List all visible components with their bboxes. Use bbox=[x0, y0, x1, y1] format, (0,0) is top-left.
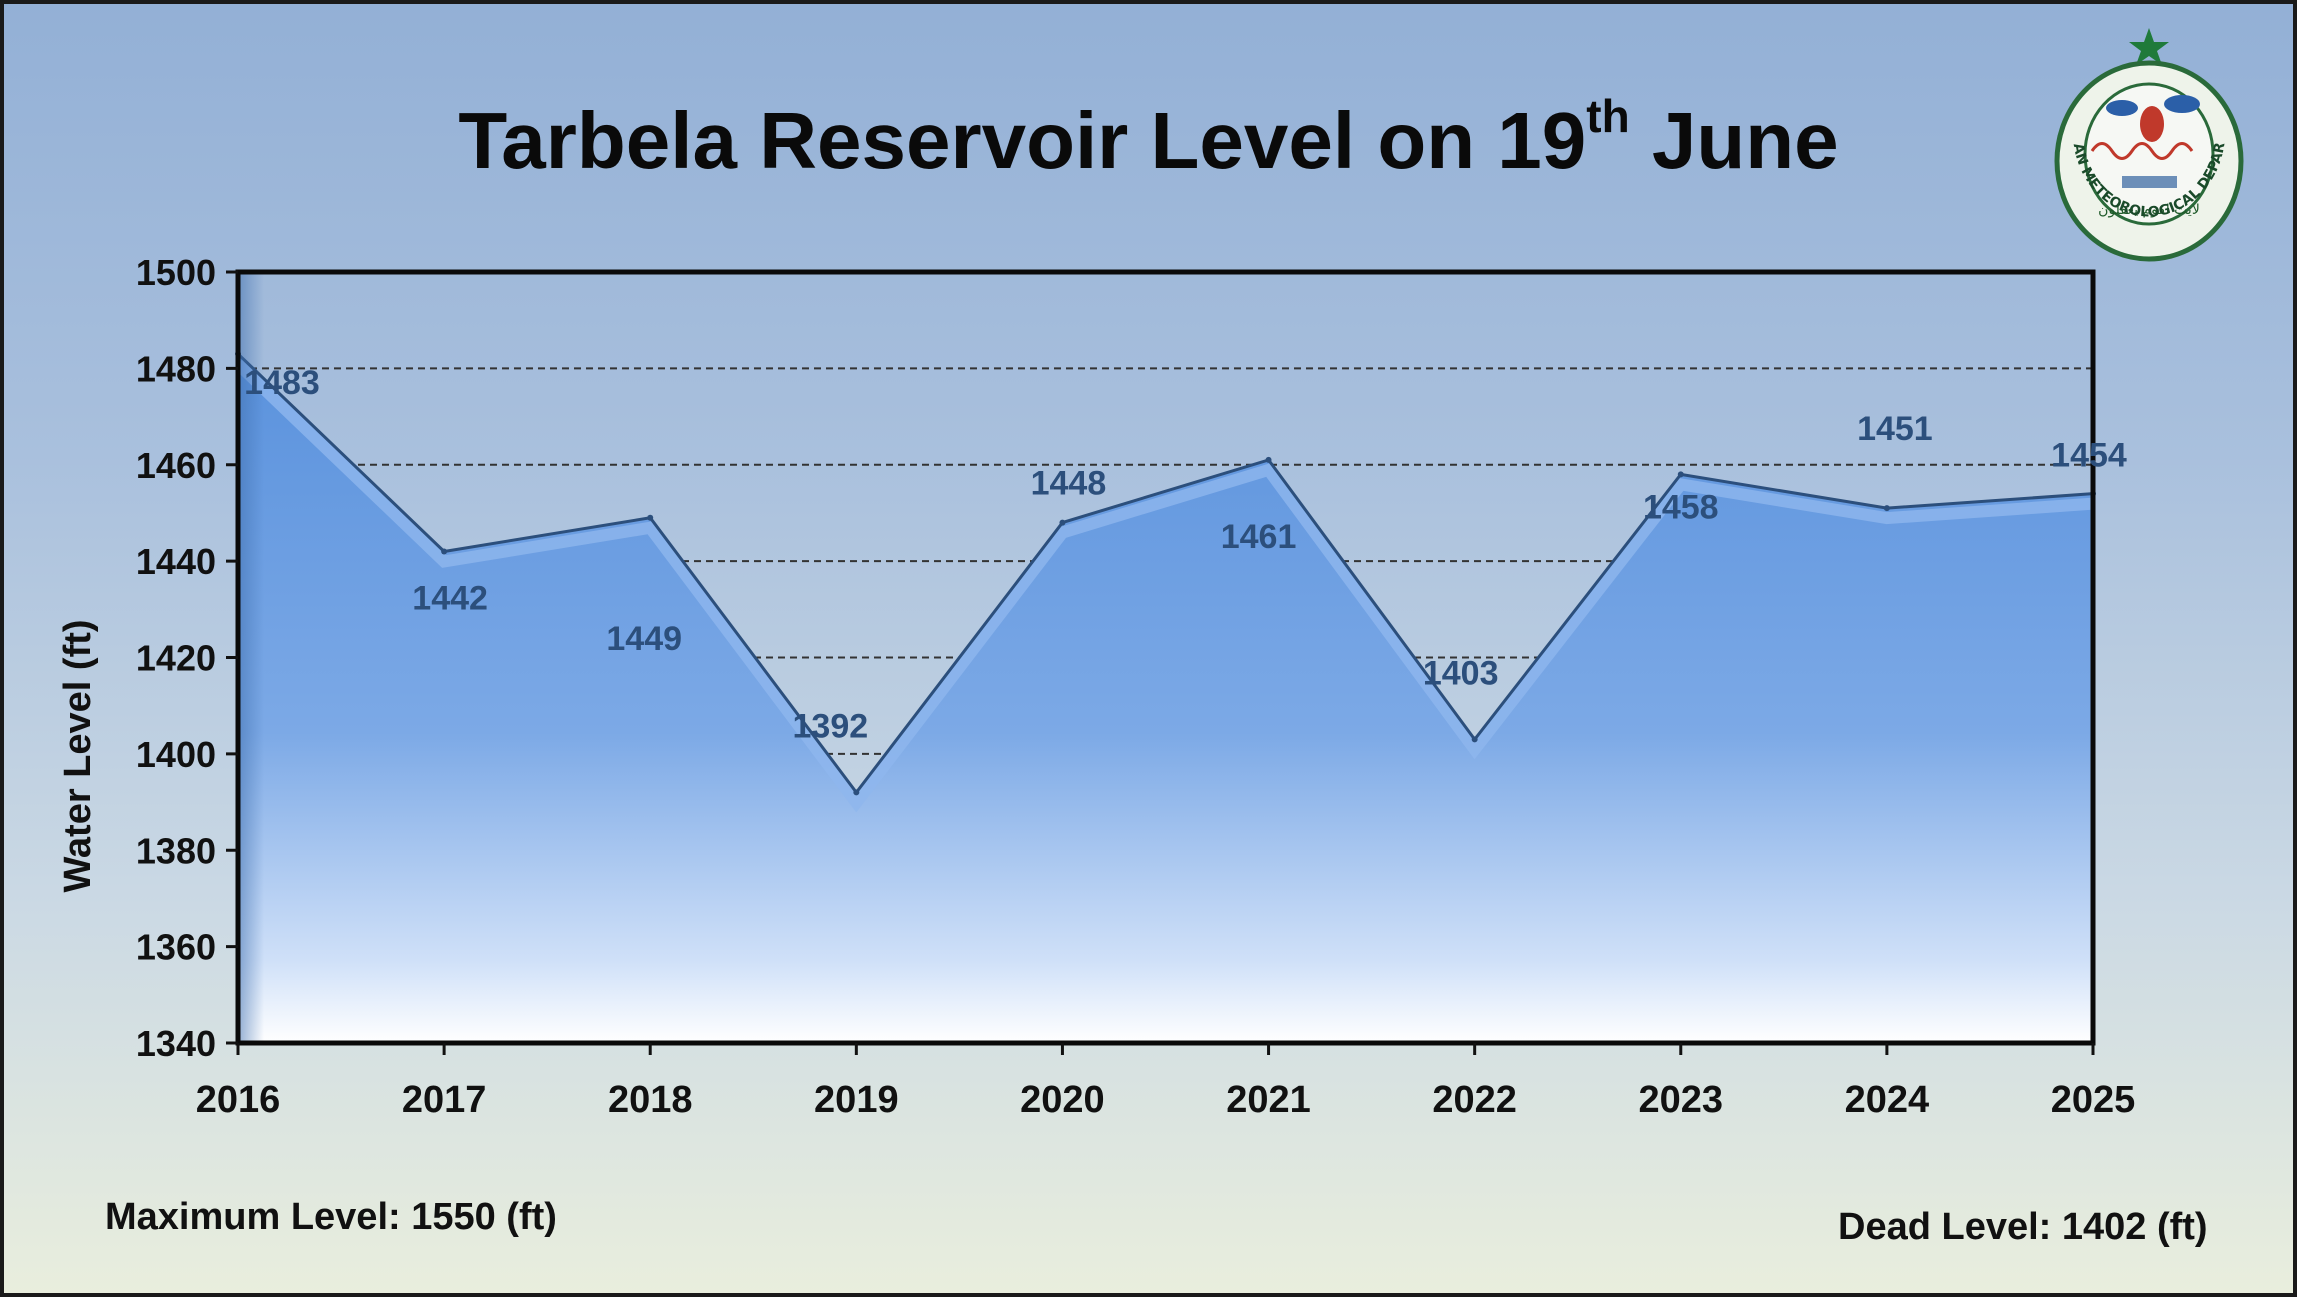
series-line bbox=[236, 352, 2094, 795]
data-point bbox=[1677, 471, 1684, 478]
data-label: 1458 bbox=[1643, 488, 1719, 526]
x-tick-label: 2017 bbox=[402, 1079, 487, 1121]
data-label: 1448 bbox=[1031, 465, 1107, 503]
y-tick-label: 1420 bbox=[136, 638, 216, 679]
x-tick-label: 2023 bbox=[1639, 1079, 1724, 1121]
data-label: 1483 bbox=[244, 364, 320, 402]
area-fill bbox=[238, 353, 2093, 1043]
data-label: 1454 bbox=[2051, 437, 2127, 475]
data-label: 1403 bbox=[1423, 654, 1499, 692]
y-axis-title: Water Level (ft) bbox=[57, 619, 99, 892]
data-point bbox=[1883, 505, 1890, 512]
logo-motto: لایت لقوم یعقلون bbox=[2098, 202, 2200, 218]
y-tick-label: 1340 bbox=[136, 1023, 216, 1064]
data-point bbox=[1265, 456, 1272, 463]
title-superscript: th bbox=[1586, 90, 1630, 142]
x-tick-label: 2024 bbox=[1845, 1079, 1930, 1121]
title-text: Tarbela Reservoir Level on 19 bbox=[458, 96, 1587, 185]
x-tick-label: 2025 bbox=[2051, 1079, 2136, 1121]
y-tick-label: 1400 bbox=[136, 734, 216, 775]
y-tick-label: 1360 bbox=[136, 927, 216, 968]
data-label: 1461 bbox=[1221, 518, 1297, 556]
data-point bbox=[853, 789, 860, 796]
data-point bbox=[441, 548, 448, 555]
data-point bbox=[1059, 519, 1066, 526]
chart-title: Tarbela Reservoir Level on 19th June bbox=[0, 90, 2297, 187]
x-tick-label: 2019 bbox=[814, 1079, 899, 1121]
data-point bbox=[647, 514, 654, 521]
title-tail: June bbox=[1629, 96, 1839, 185]
x-tick-label: 2020 bbox=[1020, 1079, 1105, 1121]
y-tick-label: 1460 bbox=[136, 445, 216, 486]
data-label: 1451 bbox=[1857, 410, 1933, 448]
x-tick-label: 2022 bbox=[1432, 1079, 1517, 1121]
data-label: 1442 bbox=[412, 579, 488, 617]
x-tick-label: 2018 bbox=[608, 1079, 693, 1121]
y-tick-label: 1480 bbox=[136, 348, 216, 389]
data-point bbox=[1471, 736, 1478, 743]
pmd-logo-icon: لایت لقوم یعقلون PAKISTAN METEOROLOGICAL… bbox=[2052, 26, 2244, 262]
data-label: 1449 bbox=[606, 620, 682, 658]
x-tick-label: 2021 bbox=[1226, 1079, 1311, 1121]
maximum-level-note: Maximum Level: 1550 (ft) bbox=[105, 1196, 557, 1238]
area-bevel bbox=[233, 359, 2094, 813]
area-left-side bbox=[238, 272, 264, 1043]
x-tick-label: 2016 bbox=[196, 1079, 281, 1121]
data-label: 1392 bbox=[793, 707, 869, 745]
dead-level-note: Dead Level: 1402 (ft) bbox=[1838, 1206, 2208, 1248]
y-tick-label: 1500 bbox=[136, 252, 216, 293]
y-tick-label: 1440 bbox=[136, 541, 216, 582]
y-tick-label: 1380 bbox=[136, 830, 216, 871]
